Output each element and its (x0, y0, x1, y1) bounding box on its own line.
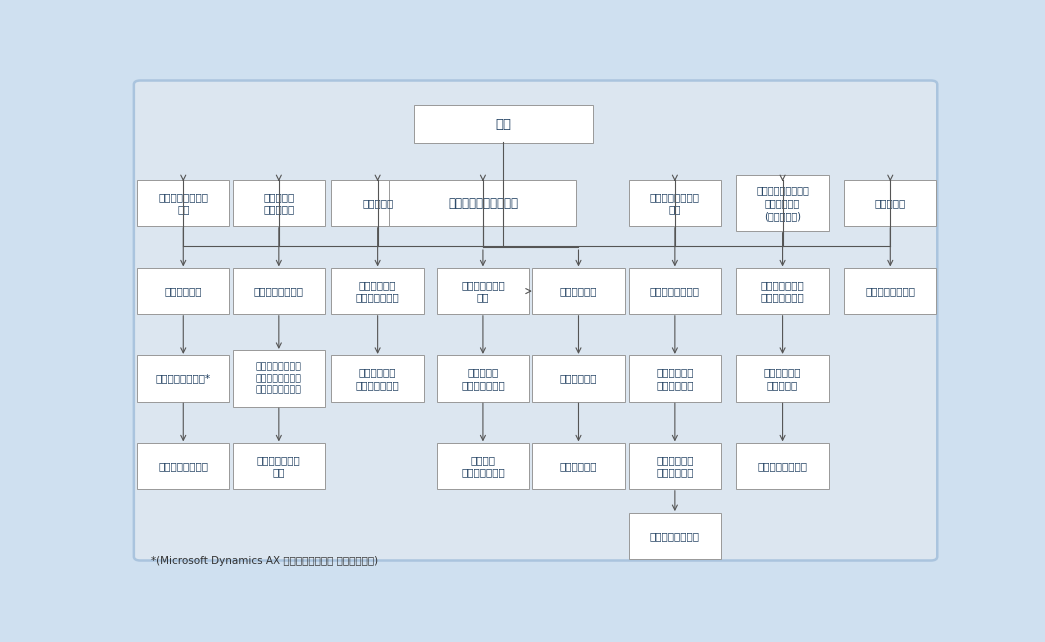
Text: 購買要求の
作成および管理: 購買要求の 作成および管理 (461, 367, 505, 390)
Text: 受入済製品の
リストを表示: 受入済製品の リストを表示 (656, 455, 694, 478)
Text: 仕入先の検索: 仕入先の検索 (164, 286, 202, 296)
Text: 供給元と供給先の
識別: 供給元と供給先の 識別 (158, 192, 208, 214)
FancyBboxPatch shape (437, 356, 529, 402)
FancyBboxPatch shape (137, 180, 230, 227)
FancyBboxPatch shape (233, 443, 325, 489)
Text: 発注書の変更: 発注書の変更 (560, 461, 598, 471)
Text: 仕入先要求の送信*: 仕入先要求の送信* (156, 374, 211, 383)
FancyBboxPatch shape (137, 443, 230, 489)
FancyBboxPatch shape (390, 180, 577, 227)
FancyBboxPatch shape (331, 356, 424, 402)
Text: 仕入先カテゴリの
割り当ておよびプ
ロファイルの管理: 仕入先カテゴリの 割り当ておよびプ ロファイルの管理 (256, 363, 302, 395)
FancyBboxPatch shape (134, 80, 937, 560)
FancyBboxPatch shape (629, 268, 721, 315)
Text: 仕入先請求書の
受取および入力: 仕入先請求書の 受取および入力 (761, 280, 805, 302)
Text: 仕入先要求の管理: 仕入先要求の管理 (158, 461, 208, 471)
FancyBboxPatch shape (137, 268, 230, 315)
FancyBboxPatch shape (414, 105, 593, 143)
FancyBboxPatch shape (437, 268, 529, 315)
FancyBboxPatch shape (437, 443, 529, 489)
Text: 製品の受入を拒否: 製品の受入を拒否 (650, 286, 700, 296)
Text: 発注書の作成: 発注書の作成 (560, 286, 598, 296)
FancyBboxPatch shape (233, 351, 325, 407)
Text: 外注業者との通信: 外注業者との通信 (254, 286, 304, 296)
FancyBboxPatch shape (737, 443, 829, 489)
Text: 最終外注業者の
選択: 最終外注業者の 選択 (257, 455, 301, 478)
Text: 発注書の確認: 発注書の確認 (560, 374, 598, 383)
Text: 製品受領書の確認: 製品受領書の確認 (650, 531, 700, 541)
FancyBboxPatch shape (737, 356, 829, 402)
FancyBboxPatch shape (629, 443, 721, 489)
Text: 品目とサービスの
受入: 品目とサービスの 受入 (650, 192, 700, 214)
Text: 仕入先支払の
生成と提出: 仕入先支払の 生成と提出 (764, 367, 802, 390)
FancyBboxPatch shape (331, 268, 424, 315)
Text: 契約の管理: 契約の管理 (362, 198, 393, 208)
FancyBboxPatch shape (233, 268, 325, 315)
FancyBboxPatch shape (233, 180, 325, 227)
FancyBboxPatch shape (532, 356, 625, 402)
FancyBboxPatch shape (737, 268, 829, 315)
Text: *(Microsoft Dynamics AX エンタープライズ ポータルのみ): *(Microsoft Dynamics AX エンタープライズ ポータルのみ) (150, 555, 378, 566)
FancyBboxPatch shape (532, 443, 625, 489)
Text: 発注書の
作成および管理: 発注書の 作成および管理 (461, 455, 505, 478)
FancyBboxPatch shape (331, 180, 424, 227)
Text: 外注業者の
選択と管理: 外注業者の 選択と管理 (263, 192, 295, 214)
Text: 価格と割引の
作成および管理: 価格と割引の 作成および管理 (355, 280, 399, 302)
Text: 仕入先決済の管理: 仕入先決済の管理 (758, 461, 808, 471)
Text: 品目とサービスの注文: 品目とサービスの注文 (448, 196, 518, 209)
Text: 購買契約書の
作成および管理: 購買契約書の 作成および管理 (355, 367, 399, 390)
FancyBboxPatch shape (629, 512, 721, 559)
Text: 調達: 調達 (495, 117, 511, 130)
FancyBboxPatch shape (532, 268, 625, 315)
Text: 調達カタログの
管理: 調達カタログの 管理 (461, 280, 505, 302)
FancyBboxPatch shape (629, 180, 721, 227)
Text: 支出分析レポート: 支出分析レポート (865, 286, 915, 296)
Text: 製品の受入の
納期日を変更: 製品の受入の 納期日を変更 (656, 367, 694, 390)
FancyBboxPatch shape (844, 268, 936, 315)
FancyBboxPatch shape (844, 180, 936, 227)
Text: 支出の分析: 支出の分析 (875, 198, 906, 208)
FancyBboxPatch shape (137, 356, 230, 402)
Text: 製品またはサービス
に対する支払
(買掛金勘定): 製品またはサービス に対する支払 (買掛金勘定) (757, 186, 809, 221)
FancyBboxPatch shape (737, 175, 829, 231)
FancyBboxPatch shape (629, 356, 721, 402)
